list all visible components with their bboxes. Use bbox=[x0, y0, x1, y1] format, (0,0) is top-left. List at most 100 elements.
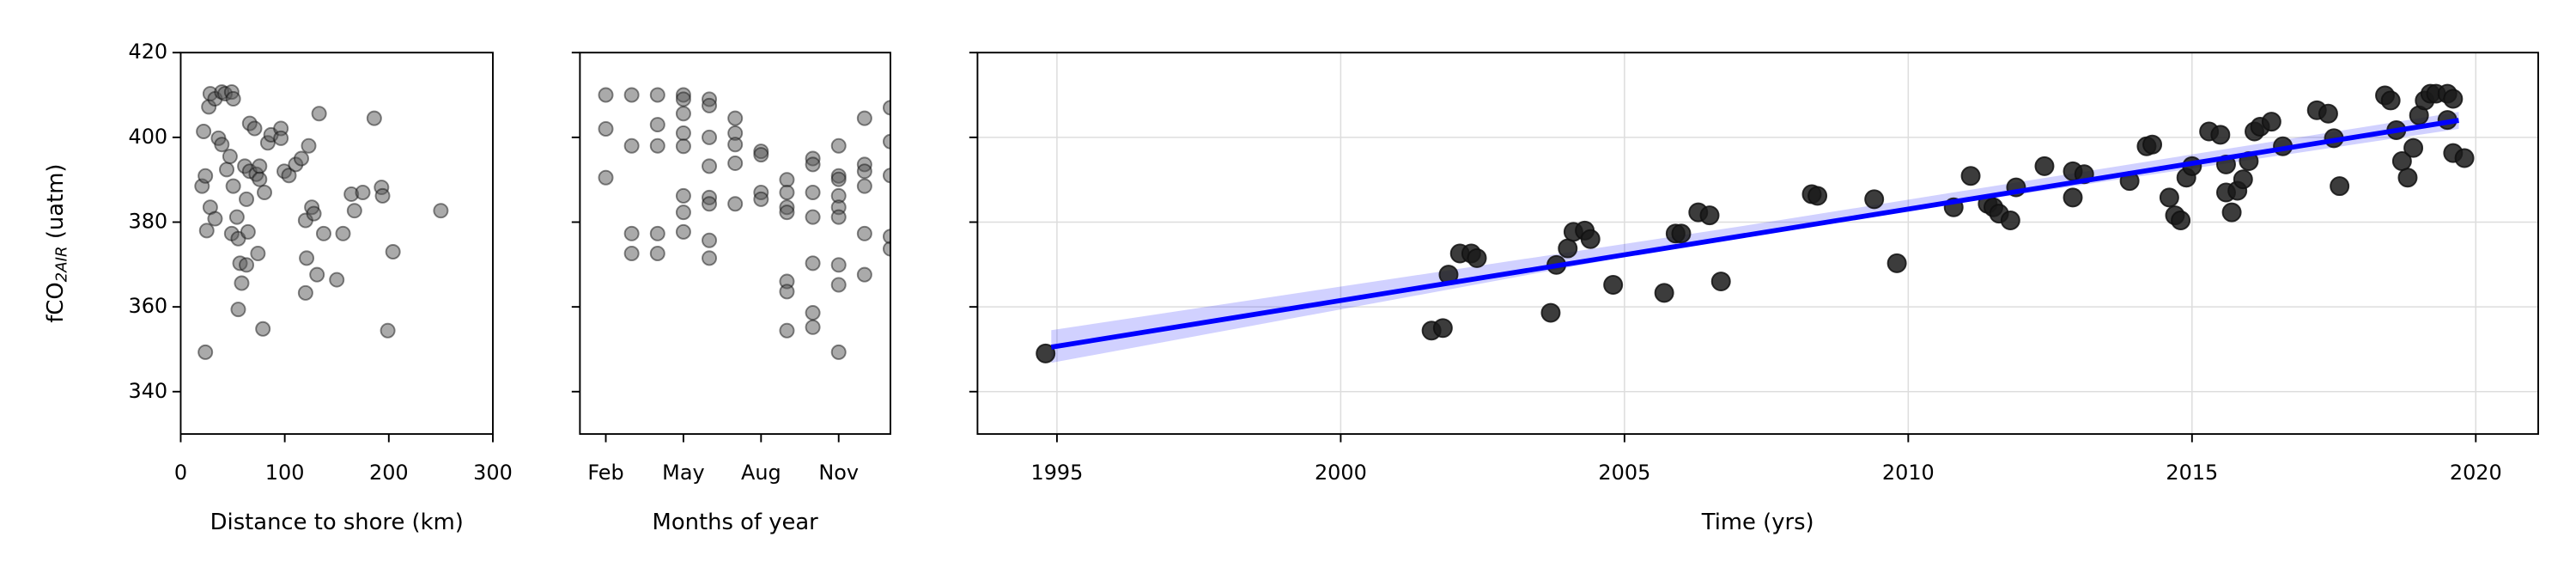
fit-line bbox=[1050, 118, 2459, 350]
data-point bbox=[727, 110, 744, 126]
y-tick-label: 380 bbox=[129, 210, 168, 234]
data-point bbox=[228, 209, 245, 225]
x-tick-label: 2000 bbox=[1315, 461, 1367, 485]
data-point bbox=[779, 205, 795, 221]
data-point bbox=[234, 275, 250, 291]
data-point bbox=[1960, 166, 1981, 186]
axes-frame bbox=[976, 52, 2539, 436]
data-point bbox=[675, 125, 691, 141]
data-point bbox=[1432, 318, 1453, 339]
data-point bbox=[598, 121, 614, 137]
data-point bbox=[830, 277, 847, 293]
data-point bbox=[252, 158, 268, 174]
data-point bbox=[779, 184, 795, 200]
data-point bbox=[702, 196, 718, 212]
data-point bbox=[240, 223, 256, 240]
data-point bbox=[2159, 187, 2179, 208]
data-point bbox=[2380, 90, 2401, 111]
axes-frame bbox=[179, 52, 494, 436]
data-point bbox=[230, 302, 246, 318]
y-label-sub: 2AIR bbox=[53, 246, 71, 282]
data-point bbox=[385, 244, 401, 260]
data-point bbox=[301, 137, 317, 154]
x-tick-label: 2015 bbox=[2166, 461, 2218, 485]
data-point bbox=[598, 87, 614, 103]
data-point bbox=[649, 117, 665, 133]
data-point bbox=[246, 120, 263, 137]
y-label-rest: (uatm) bbox=[43, 164, 69, 247]
data-point bbox=[225, 90, 241, 107]
data-point bbox=[2063, 187, 2083, 208]
data-point bbox=[346, 203, 362, 219]
panel: 1995 2000 2005 2010 2015 2020 Time (yrs) bbox=[969, 52, 2539, 535]
data-point bbox=[805, 156, 821, 173]
x-tick-label: 100 bbox=[265, 461, 305, 485]
data-point bbox=[1864, 189, 1885, 210]
data-point bbox=[830, 137, 847, 154]
data-point bbox=[856, 266, 872, 283]
data-point bbox=[2330, 176, 2350, 197]
data-point bbox=[2171, 211, 2191, 231]
data-point bbox=[219, 162, 235, 178]
x-tick-label: 1995 bbox=[1031, 461, 1084, 485]
data-point bbox=[856, 178, 872, 194]
data-point bbox=[753, 191, 769, 207]
data-point bbox=[2397, 168, 2418, 188]
data-point bbox=[197, 344, 214, 360]
data-point bbox=[702, 250, 718, 266]
data-point bbox=[649, 87, 665, 103]
data-point bbox=[675, 187, 691, 204]
data-point bbox=[198, 223, 215, 239]
data-point bbox=[273, 130, 289, 146]
x-tick-label: 2005 bbox=[1598, 461, 1650, 485]
data-point bbox=[856, 225, 872, 241]
data-point bbox=[1580, 229, 1601, 249]
data-point bbox=[1710, 272, 1731, 292]
data-point bbox=[2000, 211, 2020, 231]
data-point bbox=[366, 110, 382, 126]
data-point bbox=[779, 172, 795, 188]
data-point bbox=[856, 163, 872, 180]
data-point bbox=[329, 272, 345, 288]
data-point bbox=[252, 171, 268, 187]
data-point bbox=[374, 187, 391, 204]
x-axis-label: Time (yrs) bbox=[1701, 510, 1814, 535]
data-point bbox=[380, 322, 396, 339]
data-point bbox=[805, 255, 821, 272]
data-point bbox=[1807, 186, 1828, 206]
data-point bbox=[649, 246, 665, 261]
panel: 340 360 380 400 420 0 100 200 300 Distance to sho… bbox=[43, 40, 513, 535]
data-point bbox=[225, 178, 241, 194]
data-point bbox=[675, 205, 691, 221]
data-point bbox=[675, 91, 691, 107]
y-label-main: fCO bbox=[43, 282, 69, 322]
y-tick-label: 420 bbox=[129, 40, 168, 64]
x-tick-label: Aug bbox=[741, 461, 781, 485]
data-point bbox=[675, 106, 691, 122]
data-point bbox=[753, 147, 769, 163]
data-point bbox=[315, 225, 331, 241]
data-point bbox=[2034, 156, 2055, 176]
data-point bbox=[1699, 205, 1720, 226]
data-point bbox=[257, 184, 272, 200]
data-point bbox=[830, 344, 847, 360]
data-point bbox=[675, 138, 691, 155]
data-point bbox=[214, 137, 230, 153]
data-point bbox=[649, 137, 665, 154]
data-point bbox=[702, 158, 718, 174]
data-point bbox=[2318, 103, 2338, 124]
data-point bbox=[196, 123, 212, 139]
data-point bbox=[805, 209, 821, 225]
x-axis-label: Months of year bbox=[653, 510, 819, 535]
data-point bbox=[1467, 247, 1487, 268]
data-point bbox=[1603, 275, 1624, 295]
data-point bbox=[779, 284, 795, 300]
data-point bbox=[598, 169, 614, 186]
x-tick-label: Nov bbox=[818, 461, 859, 485]
data-point bbox=[623, 246, 640, 261]
x-tick-label: 300 bbox=[473, 461, 513, 485]
data-point bbox=[294, 150, 310, 167]
data-point bbox=[207, 211, 223, 227]
data-point bbox=[702, 97, 718, 113]
data-point bbox=[779, 322, 795, 339]
